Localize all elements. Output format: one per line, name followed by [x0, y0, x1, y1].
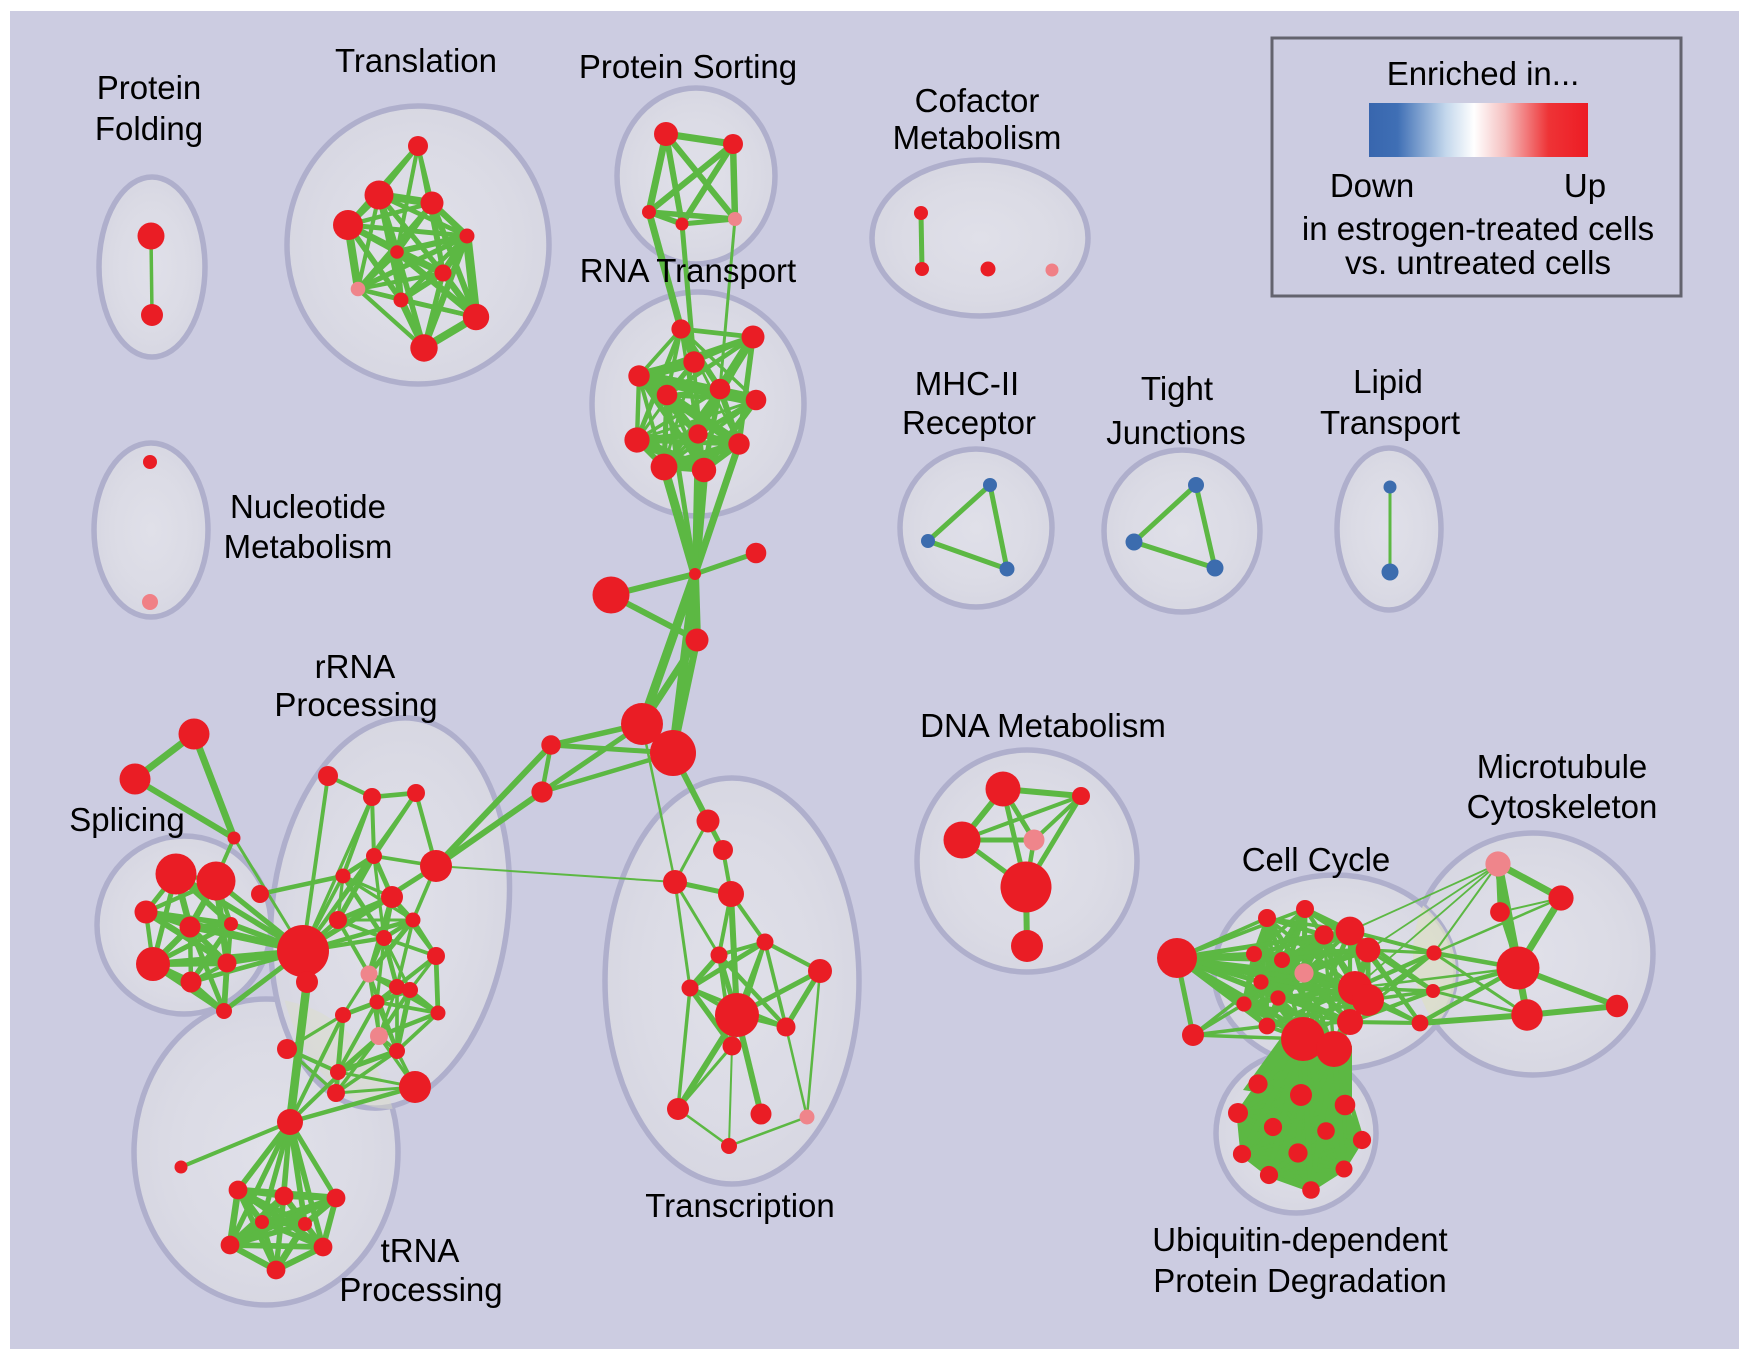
svg-text:Receptor: Receptor: [902, 404, 1036, 441]
svg-text:Metabolism: Metabolism: [224, 528, 393, 565]
svg-text:Metabolism: Metabolism: [893, 119, 1062, 156]
svg-text:Splicing: Splicing: [69, 801, 185, 838]
svg-text:Lipid: Lipid: [1353, 363, 1423, 400]
svg-text:Enriched in...: Enriched in...: [1387, 55, 1580, 92]
svg-text:Up: Up: [1564, 167, 1606, 204]
svg-text:tRNA: tRNA: [381, 1232, 460, 1269]
svg-text:Processing: Processing: [274, 686, 437, 723]
svg-text:MHC-II: MHC-II: [915, 365, 1019, 402]
svg-text:DNA Metabolism: DNA Metabolism: [920, 707, 1166, 744]
svg-text:Translation: Translation: [335, 42, 497, 79]
svg-text:rRNA: rRNA: [315, 648, 396, 685]
svg-text:vs. untreated cells: vs. untreated cells: [1345, 244, 1611, 281]
svg-text:Microtubule: Microtubule: [1477, 748, 1648, 785]
svg-text:RNA Transport: RNA Transport: [580, 252, 796, 289]
svg-text:Nucleotide: Nucleotide: [230, 488, 386, 525]
svg-text:Folding: Folding: [95, 110, 203, 147]
svg-text:Junctions: Junctions: [1106, 414, 1245, 451]
svg-text:Protein: Protein: [97, 69, 202, 106]
svg-text:Processing: Processing: [339, 1271, 502, 1308]
svg-text:Cofactor: Cofactor: [915, 82, 1040, 119]
svg-text:Protein Degradation: Protein Degradation: [1153, 1262, 1447, 1299]
svg-text:Transport: Transport: [1320, 404, 1460, 441]
svg-text:Protein Sorting: Protein Sorting: [579, 48, 797, 85]
svg-text:Down: Down: [1330, 167, 1414, 204]
svg-text:Transcription: Transcription: [645, 1187, 835, 1224]
svg-text:Tight: Tight: [1141, 370, 1213, 407]
svg-text:Cell Cycle: Cell Cycle: [1242, 841, 1391, 878]
svg-text:Ubiquitin-dependent: Ubiquitin-dependent: [1152, 1221, 1447, 1258]
svg-text:Cytoskeleton: Cytoskeleton: [1467, 788, 1658, 825]
svg-text:in estrogen-treated cells: in estrogen-treated cells: [1302, 210, 1654, 247]
